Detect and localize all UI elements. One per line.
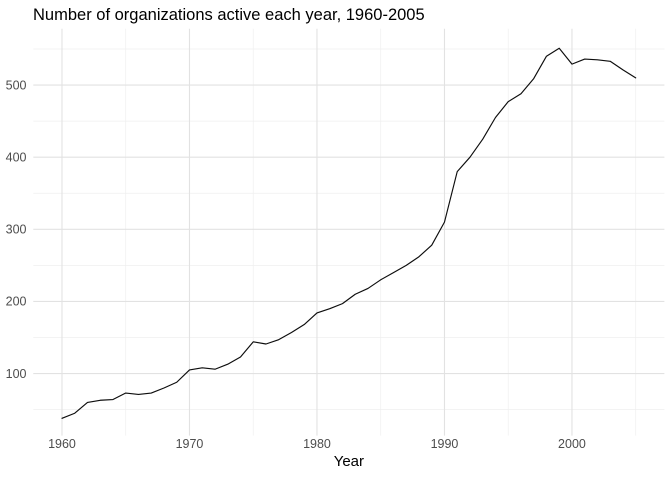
svg-text:200: 200 — [6, 295, 27, 309]
svg-text:1980: 1980 — [303, 437, 331, 451]
svg-text:300: 300 — [6, 223, 27, 237]
data-line — [61, 47, 637, 419]
major-gridlines — [33, 28, 665, 436]
x-axis-title: Year — [334, 453, 364, 470]
x-axis-tick-labels: 1960 1970 1980 1990 2000 — [48, 437, 586, 451]
minor-gridlines — [33, 28, 665, 436]
svg-text:1970: 1970 — [176, 437, 204, 451]
svg-text:2000: 2000 — [558, 437, 586, 451]
svg-text:1960: 1960 — [48, 437, 76, 451]
svg-text:500: 500 — [6, 78, 27, 92]
chart-title: Number of organizations active each year… — [33, 6, 425, 24]
svg-text:400: 400 — [6, 150, 27, 164]
svg-text:1990: 1990 — [431, 437, 459, 451]
svg-text:100: 100 — [6, 367, 27, 381]
y-axis-tick-labels: 100 200 300 400 500 — [6, 78, 27, 381]
